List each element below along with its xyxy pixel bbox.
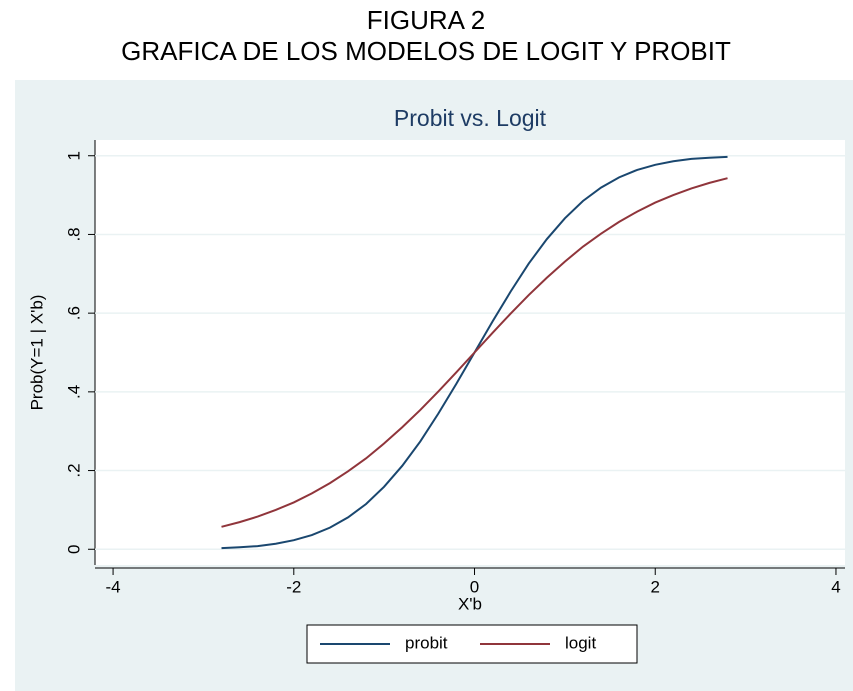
legend-label: probit [405, 633, 448, 652]
x-tick-label: -2 [286, 577, 301, 596]
figure-number: FIGURA 2 [367, 5, 485, 35]
y-tick-label: .6 [64, 306, 83, 320]
x-tick-label: 2 [651, 577, 660, 596]
x-tick-label: -4 [106, 577, 121, 596]
y-tick-label: 1 [64, 151, 83, 160]
y-tick-label: .2 [64, 463, 83, 477]
x-axis-label: X'b [458, 594, 482, 613]
plot-area [95, 140, 845, 565]
y-tick-label: .8 [64, 227, 83, 241]
series-line [221, 177, 728, 528]
y-axis-label: Prob(Y=1 | X'b) [27, 295, 46, 411]
legend-label: logit [565, 633, 596, 652]
y-tick-label: 0 [64, 545, 83, 554]
chart-title: Probit vs. Logit [394, 105, 547, 131]
x-tick-label: 4 [831, 577, 840, 596]
x-tick-label: 0 [470, 577, 479, 596]
figure-heading: GRAFICA DE LOS MODELOS DE LOGIT Y PROBIT [121, 36, 731, 66]
y-tick-label: .4 [64, 385, 83, 399]
